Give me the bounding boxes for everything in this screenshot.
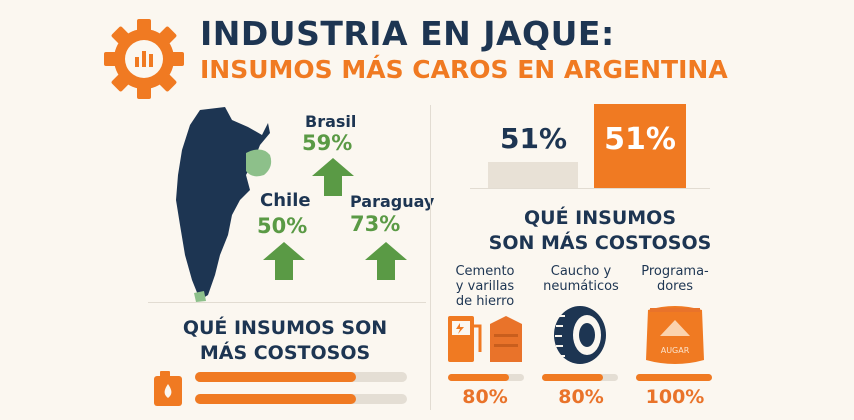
compare-left-value: 51% — [500, 122, 568, 155]
vertical-divider — [430, 105, 431, 410]
sugar-sack-icon — [640, 300, 710, 372]
item-cemento-bar-fill — [448, 374, 509, 381]
item-programadores-label: Programa- dores — [641, 264, 709, 294]
item-programadores-bar-track — [636, 374, 712, 381]
page-title: INDUSTRIA EN JAQUE: — [200, 14, 615, 53]
country-brasil-pct: 59% — [302, 131, 353, 155]
country-paraguay-name: Paraguay — [350, 192, 435, 211]
fuel-can-icon — [152, 370, 186, 412]
country-brasil-name: Brasil — [305, 112, 357, 131]
tire-icon — [551, 304, 609, 370]
compare-right-box — [594, 104, 686, 188]
item-cemento-bar-track — [448, 374, 524, 381]
item-programadores-pct: 100% — [645, 386, 705, 408]
item-caucho-bar-fill — [542, 374, 603, 381]
compare-left-box — [488, 162, 578, 188]
item-caucho-pct: 80% — [558, 386, 604, 408]
country-paraguay-pct: 73% — [350, 212, 401, 236]
item-caucho-bar-track — [542, 374, 618, 381]
compare-right-value: 51% — [604, 122, 676, 157]
country-chile-pct: 50% — [257, 214, 308, 238]
item-cemento-pct: 80% — [462, 386, 508, 408]
item-cemento-label: Cemento y varillas de hierro — [455, 264, 515, 309]
left-bar-fill-1 — [195, 372, 357, 382]
compare-baseline — [470, 188, 710, 189]
horizontal-divider — [148, 302, 426, 303]
arrow-up-icon — [365, 242, 407, 284]
left-bar-fill-2 — [195, 394, 357, 404]
left-section-title: QUÉ INSUMOS SON MÁS COSTOSOS — [182, 317, 388, 364]
right-section-title: QUÉ INSUMOS SON MÁS COSTOSOS — [488, 207, 712, 254]
sugar-sack-text: AUGAR — [660, 346, 690, 355]
left-bar-track-1 — [195, 372, 407, 382]
country-chile-name: Chile — [260, 190, 311, 211]
fuel-pump-icon — [446, 312, 526, 368]
argentina-map — [170, 105, 280, 305]
item-programadores-bar-fill — [636, 374, 712, 381]
item-caucho-label: Caucho y neumáticos — [543, 264, 619, 294]
arrow-up-icon — [263, 242, 305, 284]
arrow-up-icon — [312, 158, 354, 200]
left-bar-track-2 — [195, 394, 407, 404]
page-subtitle: INSUMOS MÁS CAROS EN ARGENTINA — [200, 55, 728, 84]
gear-logo-icon — [102, 17, 186, 101]
